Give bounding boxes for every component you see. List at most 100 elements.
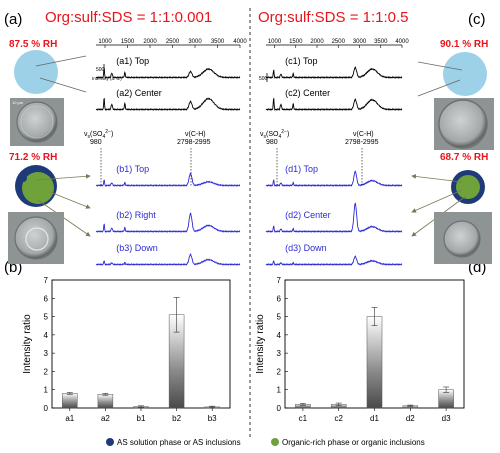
spectra-axes: 1000 1500 2000 2500 3000 3500 4000 1000 1500 2000…	[96, 39, 409, 48]
spectrum-label: (b1) Top	[116, 164, 149, 174]
ch-band-label-right: ν(C-H)	[353, 131, 374, 138]
organic-phase	[456, 175, 480, 199]
organic-phase	[22, 172, 54, 204]
spectrum-label: (c1) Top	[285, 56, 317, 66]
rh-label-c-bottom: 68.7 % RH	[440, 152, 488, 163]
x-tick-label: d1	[370, 414, 379, 423]
y-tick-label: 5	[277, 313, 282, 322]
right-title: Org:sulf:SDS = 1:1:0.5	[258, 9, 409, 26]
spectrum-trace	[95, 212, 241, 233]
spectra-scale-label: 500	[259, 76, 268, 82]
spectra-tick-label: 2500	[332, 39, 346, 45]
rh-label-a-top: 87.5 % RH	[9, 39, 57, 50]
y-tick-label: 0	[277, 404, 282, 413]
spectrum-trace	[95, 97, 241, 111]
intensity-axis-label: Intensity (a. u.)	[92, 76, 122, 81]
y-tick-label: 3	[44, 349, 49, 358]
droplet-ring	[20, 105, 54, 139]
droplet-ring	[25, 227, 49, 251]
spectra-tick-label: 3000	[188, 39, 202, 45]
y-tick-label: 3	[277, 349, 282, 358]
y-tick-label: 7	[44, 276, 49, 285]
rh-label-c-top: 90.1 % RH	[440, 39, 488, 50]
legend-marker-organic	[271, 438, 279, 446]
spectrum-trace	[265, 255, 403, 266]
spectra-traces: (a1) Top (a2) Center (b1) Top (b2) Right (b3…	[95, 56, 403, 266]
bar	[62, 393, 78, 409]
x-tick-label: b1	[137, 414, 146, 423]
y-tick-label: 6	[277, 294, 282, 303]
pointer-line	[35, 55, 87, 67]
spectra-tick-label: 1000	[98, 39, 112, 45]
spectrum-label: (c2) Center	[285, 88, 330, 98]
spectrum-trace	[265, 66, 403, 79]
spectra-tick-label: 4000	[233, 39, 247, 45]
x-tick-label: a2	[101, 414, 110, 423]
x-tick-label: c2	[334, 414, 343, 423]
spectrum-trace	[265, 202, 403, 233]
spectrum-trace	[95, 172, 241, 187]
pointer-line	[417, 79, 461, 97]
scale-bar-label: 10 μm	[12, 100, 24, 105]
spectrum-label: (a2) Center	[116, 88, 162, 98]
y-tick-label: 2	[277, 367, 282, 376]
spectrum-trace	[265, 170, 403, 187]
particle-diagram-a-top	[14, 50, 58, 94]
spectrum-trace	[95, 253, 241, 266]
pointer-line	[35, 173, 91, 181]
pointer-line	[417, 61, 463, 71]
x-tick-label: d3	[442, 414, 451, 423]
pointer-line	[411, 189, 463, 213]
x-tick-label: c1	[299, 414, 308, 423]
panel-label-a: (a)	[4, 11, 22, 28]
y-tick-label: 4	[277, 331, 282, 340]
y-tick-label: 1	[277, 386, 282, 395]
spectra-scale-label: 500	[96, 67, 105, 73]
droplet-image	[438, 99, 488, 149]
y-tick-label: 0	[44, 404, 49, 413]
pointer-line	[39, 77, 87, 93]
pointer-line	[49, 191, 91, 209]
spectrum-label: (d1) Top	[285, 164, 318, 174]
ch-band-range-right: 2798-2995	[345, 139, 379, 146]
as-inclusion	[19, 174, 27, 182]
sulfate-band-value-left: 980	[90, 139, 102, 146]
legend-marker-as	[106, 438, 114, 446]
spectra-tick-label: 4000	[395, 39, 409, 45]
bar-chart-frame	[51, 279, 231, 409]
sulfate-band-label-right: νs(SO42−)	[260, 129, 289, 140]
ch-band-range-left: 2798-2995	[177, 139, 211, 146]
legend-label-as: AS solution phase or AS inclusions	[117, 438, 241, 447]
spectrum-label: (b2) Right	[116, 210, 156, 220]
left-title: Org:sulf:SDS = 1:1:0.001	[45, 9, 212, 26]
y-tick-label: 1	[44, 386, 49, 395]
bar-charts: 0 1 2 3 4 5 6 7 Intensity ratio a1 a2 b1 b2 b3 0 1 2 3 4 5 6…	[22, 276, 465, 423]
y-tick-label: 6	[44, 294, 49, 303]
x-tick-label: b3	[208, 414, 217, 423]
bar	[366, 316, 383, 409]
spectrum-label: (b3) Down	[116, 243, 158, 253]
spectrum-label: (a1) Top	[116, 56, 149, 66]
x-tick-label: b2	[172, 414, 181, 423]
x-tick-label: a1	[65, 414, 74, 423]
droplet-image	[443, 220, 481, 258]
spectra-tick-label: 3500	[211, 39, 225, 45]
spectra-tick-label: 2500	[166, 39, 180, 45]
y-tick-label: 2	[44, 367, 49, 376]
droplet-image	[14, 216, 58, 260]
y-tick-label: 5	[44, 313, 49, 322]
sulfate-band-label-left: νs(SO42−)	[84, 129, 113, 140]
rh-label-a-bottom: 71.2 % RH	[9, 152, 57, 163]
legend-label-organic: Organic-rich phase or organic inclusions	[282, 438, 425, 447]
bar	[97, 394, 114, 409]
y-axis-label: Intensity ratio	[255, 314, 266, 374]
y-tick-label: 7	[277, 276, 282, 285]
spectra-tick-label: 1500	[121, 39, 135, 45]
spectra-tick-label: 2000	[310, 39, 324, 45]
spectra-tick-label: 3500	[374, 39, 388, 45]
spectra-tick-label: 2000	[143, 39, 157, 45]
y-tick-label: 4	[44, 331, 49, 340]
spectra-tick-label: 3000	[353, 39, 367, 45]
y-axis-label: Intensity ratio	[22, 314, 33, 374]
x-tick-label: d2	[406, 414, 415, 423]
